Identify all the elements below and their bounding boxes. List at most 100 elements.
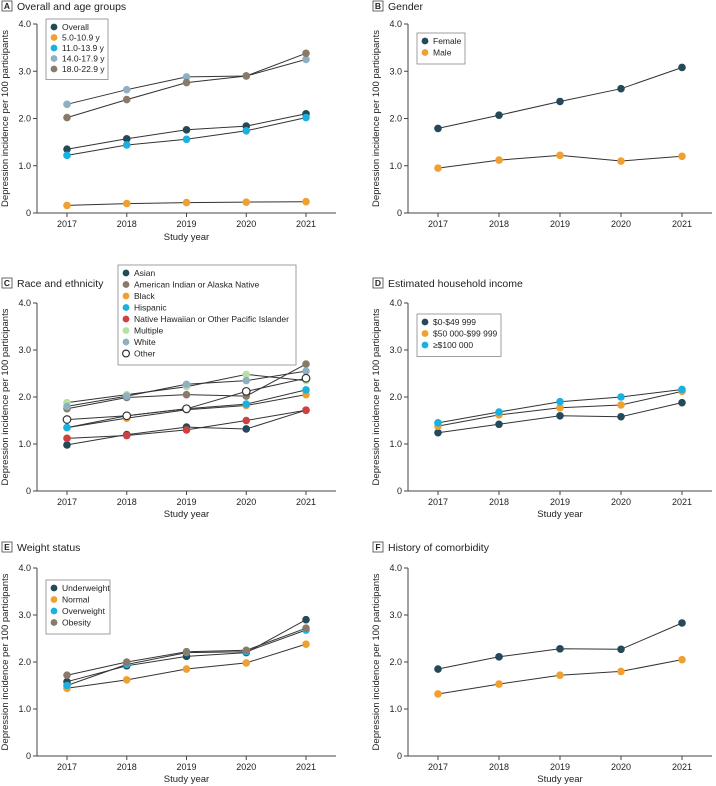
panel-title: History of comorbidity <box>388 542 490 554</box>
data-point <box>122 392 131 400</box>
x-axis-title: Study year <box>164 232 209 243</box>
legend-label: Female <box>433 36 462 46</box>
panel-e: E Weight status 0 1.0 2.0 3.0 4.0 2017 2018 2019 2… <box>0 541 336 785</box>
x-tick-label: 2019 <box>176 762 196 772</box>
data-point <box>63 201 71 210</box>
legend-marker <box>421 341 429 349</box>
data-point <box>302 386 310 394</box>
data-point <box>556 97 564 106</box>
data-point <box>242 425 251 433</box>
data-point <box>182 665 191 673</box>
legend-label: 14.0-17.9 y <box>62 54 105 64</box>
data-point <box>302 197 310 206</box>
legend-label: 11.0-13.9 y <box>62 43 105 53</box>
legend-label: American Indian or Alaska Native <box>134 280 259 290</box>
y-tick-label: 2.0 <box>389 392 402 402</box>
data-point <box>62 415 72 424</box>
series-without-comorbidity <box>434 655 686 698</box>
x-tick-label: 2018 <box>117 219 137 229</box>
data-point <box>495 408 503 416</box>
x-axis-title: Study year <box>164 509 209 520</box>
legend-label: Asian <box>134 268 156 278</box>
legend-label: $0-$49 999 <box>433 317 476 327</box>
data-point <box>241 386 251 396</box>
panel-title: Estimated household income <box>388 278 523 290</box>
data-point <box>434 428 442 437</box>
panel-c: C Race and ethnicity 0 1.0 2.0 3.0 4.0 2017 2018… <box>0 264 336 520</box>
data-point <box>617 412 625 421</box>
legend-box <box>117 264 297 366</box>
x-tick-label: 2017 <box>428 219 448 229</box>
data-point <box>182 73 191 81</box>
legend-label: Male <box>433 48 452 58</box>
legend-marker <box>50 619 58 626</box>
legend-marker <box>50 55 58 62</box>
data-point <box>302 406 310 414</box>
panel-title: Gender <box>388 1 424 13</box>
panel-letter-box <box>372 0 384 12</box>
data-point <box>302 624 310 632</box>
series-11-0-13-9-y <box>63 113 310 160</box>
panel-letter: C <box>4 278 10 288</box>
data-point <box>678 398 686 407</box>
y-tick-label: 0 <box>397 208 402 218</box>
data-point <box>495 653 503 661</box>
panel-letter-box <box>372 541 384 553</box>
y-tick-label: 1.0 <box>18 439 31 449</box>
x-tick-label: 2017 <box>57 219 77 229</box>
x-tick-label: 2018 <box>489 497 509 507</box>
y-axis-title: Depression incidence per 100 participant… <box>371 30 382 207</box>
panel-title: Weight status <box>17 542 80 554</box>
y-axis-title: Depression incidence per 100 participant… <box>0 573 11 750</box>
y-tick-label: 4.0 <box>389 563 402 573</box>
data-point <box>122 199 131 208</box>
y-tick-label: 4.0 <box>18 298 31 308</box>
x-tick-label: 2021 <box>672 219 692 229</box>
panel-letter: D <box>375 278 381 288</box>
legend-label: Normal <box>62 595 90 605</box>
y-tick-label: 2.0 <box>389 114 402 124</box>
x-tick-label: 2021 <box>296 497 316 507</box>
series-with-comorbidity <box>434 619 686 673</box>
legend-marker <box>122 327 130 334</box>
data-point <box>122 676 131 684</box>
y-tick-label: 2.0 <box>18 114 31 124</box>
series-native-hawaiian-or-other-pacific-islander <box>63 406 310 443</box>
legend-label: Overall <box>62 22 89 32</box>
panel-f: F History of comorbidity 0 1.0 2.0 3.0 4.0 2017… <box>371 541 712 785</box>
y-tick-label: 1.0 <box>18 704 31 714</box>
legend-label: Hispanic <box>134 303 167 313</box>
y-tick-label: 0 <box>26 208 31 218</box>
legend-label: Overweight <box>62 606 106 616</box>
data-point <box>556 397 564 406</box>
legend-label: Underweight <box>62 583 110 593</box>
data-point <box>122 141 131 149</box>
legend-marker <box>121 349 130 358</box>
x-tick-label: 2019 <box>176 497 196 507</box>
legend: Asian American Indian or Alaska NativeBla… <box>117 264 297 366</box>
data-point <box>495 111 503 119</box>
panel-letter: F <box>375 542 380 552</box>
x-axis-title: Study year <box>537 774 582 785</box>
y-tick-label: 3.0 <box>18 66 31 76</box>
y-tick-label: 3.0 <box>18 610 31 620</box>
panel-d: D Estimated household income 0 1.0 2.0 3.0 4.0… <box>371 277 712 520</box>
legend-label: ≥$100 000 <box>433 340 473 350</box>
y-axis-title: Depression incidence per 100 participant… <box>0 308 11 485</box>
y-tick-label: 4.0 <box>18 19 31 29</box>
x-tick-label: 2018 <box>117 497 137 507</box>
legend-marker <box>50 23 58 31</box>
legend-box <box>416 32 466 65</box>
data-point <box>556 412 564 420</box>
legend-marker <box>50 34 58 41</box>
data-point <box>182 126 191 134</box>
data-point <box>617 84 625 93</box>
y-tick-label: 1.0 <box>389 439 402 449</box>
y-axis-title: Depression incidence per 100 participant… <box>0 30 11 207</box>
y-tick-label: 2.0 <box>389 657 402 667</box>
data-point <box>617 645 625 654</box>
data-point <box>63 681 71 690</box>
x-tick-label: 2021 <box>296 762 316 772</box>
legend-marker <box>122 338 130 346</box>
